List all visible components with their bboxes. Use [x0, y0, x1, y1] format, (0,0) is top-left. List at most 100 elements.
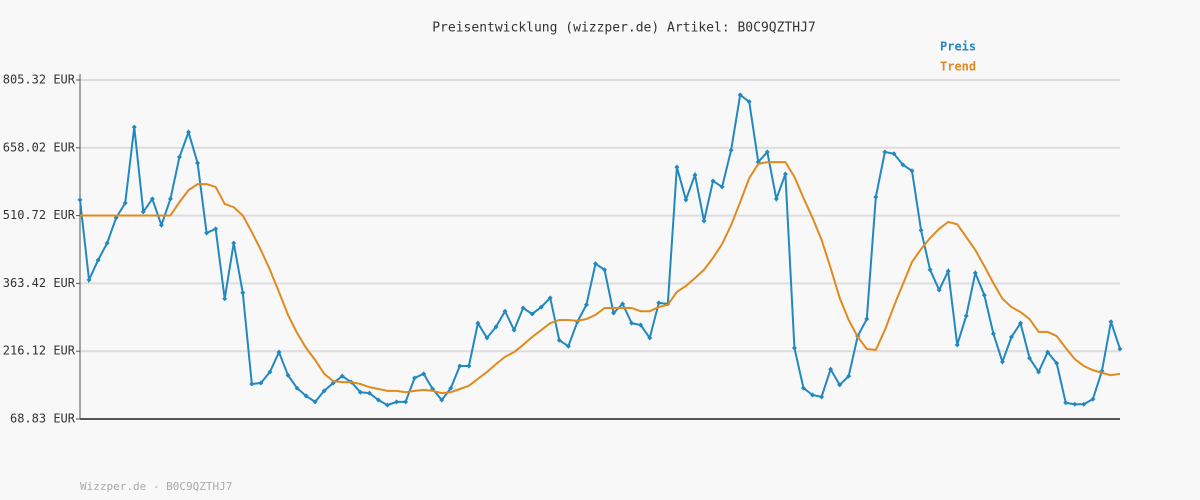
- point-marker: [520, 305, 526, 311]
- point-marker: [556, 337, 562, 343]
- point-marker: [737, 92, 743, 98]
- point-marker: [638, 322, 644, 328]
- point-marker: [267, 369, 273, 375]
- point-marker: [791, 345, 797, 351]
- point-marker: [394, 399, 400, 405]
- point-marker: [366, 390, 372, 396]
- point-marker: [846, 373, 852, 379]
- point-marker: [122, 200, 128, 206]
- point-marker: [592, 261, 598, 267]
- point-marker: [918, 227, 924, 233]
- legend-label: Preis: [940, 40, 976, 54]
- point-marker: [258, 380, 264, 386]
- point-marker: [294, 385, 300, 391]
- point-marker: [828, 366, 834, 372]
- point-marker: [1117, 346, 1123, 352]
- point-marker: [692, 172, 698, 178]
- point-marker: [782, 171, 788, 177]
- chart-title: Preisentwicklung (wizzper.de) Artikel: B…: [432, 21, 816, 36]
- y-tick-label: 510.72 EUR: [3, 208, 76, 222]
- point-marker: [95, 257, 101, 263]
- point-marker: [900, 162, 906, 168]
- point-marker: [547, 295, 553, 301]
- point-marker: [683, 197, 689, 203]
- point-marker: [882, 149, 888, 155]
- point-marker: [140, 209, 146, 215]
- point-marker: [981, 292, 987, 298]
- point-marker: [583, 302, 589, 308]
- point-marker: [746, 99, 752, 105]
- point-marker: [1008, 334, 1014, 340]
- point-marker: [86, 277, 92, 283]
- point-marker: [375, 397, 381, 403]
- point-marker: [149, 196, 155, 202]
- point-marker: [873, 194, 879, 200]
- point-marker: [457, 363, 463, 369]
- point-marker: [167, 196, 173, 202]
- point-marker: [710, 178, 716, 184]
- point-marker: [158, 222, 164, 228]
- point-marker: [819, 394, 825, 400]
- point-marker: [602, 267, 608, 273]
- point-marker: [176, 154, 182, 160]
- point-marker: [927, 267, 933, 273]
- point-marker: [466, 363, 472, 369]
- point-marker: [484, 335, 490, 341]
- point-marker: [493, 324, 499, 330]
- point-marker: [502, 308, 508, 314]
- point-marker: [972, 270, 978, 276]
- point-marker: [222, 296, 228, 302]
- point-marker: [303, 393, 309, 399]
- point-marker: [837, 382, 843, 388]
- point-marker: [810, 392, 816, 398]
- point-marker: [647, 335, 653, 341]
- point-marker: [1108, 319, 1114, 325]
- point-marker: [113, 215, 119, 221]
- point-marker: [186, 129, 192, 135]
- point-marker: [439, 397, 445, 403]
- y-tick-label: 68.83 EUR: [10, 412, 76, 426]
- point-marker: [448, 385, 454, 391]
- point-marker: [909, 168, 915, 174]
- point-marker: [312, 399, 318, 405]
- point-marker: [529, 311, 535, 317]
- point-marker: [990, 331, 996, 337]
- y-tick-label: 363.42 EUR: [3, 276, 76, 290]
- series-line: [80, 161, 1121, 395]
- point-marker: [231, 240, 237, 246]
- point-marker: [629, 320, 635, 326]
- point-marker: [421, 371, 427, 377]
- point-marker: [999, 359, 1005, 365]
- point-marker: [511, 327, 517, 333]
- point-marker: [357, 389, 363, 395]
- point-marker: [285, 372, 291, 378]
- point-marker: [656, 300, 662, 306]
- point-marker: [1045, 349, 1051, 355]
- point-marker: [384, 402, 390, 408]
- point-marker: [936, 287, 942, 293]
- point-marker: [1081, 401, 1087, 407]
- point-marker: [1072, 401, 1078, 407]
- point-marker: [773, 196, 779, 202]
- point-marker: [1036, 369, 1042, 375]
- point-marker: [213, 226, 219, 232]
- point-marker: [1027, 355, 1033, 361]
- point-marker: [538, 304, 544, 310]
- y-tick-label: 805.32 EUR: [3, 73, 76, 87]
- point-marker: [77, 197, 83, 203]
- point-marker: [339, 373, 345, 379]
- point-marker: [195, 160, 201, 166]
- legend-label: Trend: [940, 60, 976, 74]
- point-marker: [1054, 360, 1060, 366]
- point-marker: [104, 240, 110, 246]
- point-marker: [131, 124, 137, 130]
- point-marker: [945, 268, 951, 274]
- point-marker: [204, 230, 210, 236]
- point-marker: [728, 147, 734, 153]
- footer: Wizzper.de - B0C9QZTHJ7: [80, 480, 232, 493]
- point-marker: [891, 151, 897, 157]
- point-marker: [1018, 320, 1024, 326]
- point-marker: [475, 320, 481, 326]
